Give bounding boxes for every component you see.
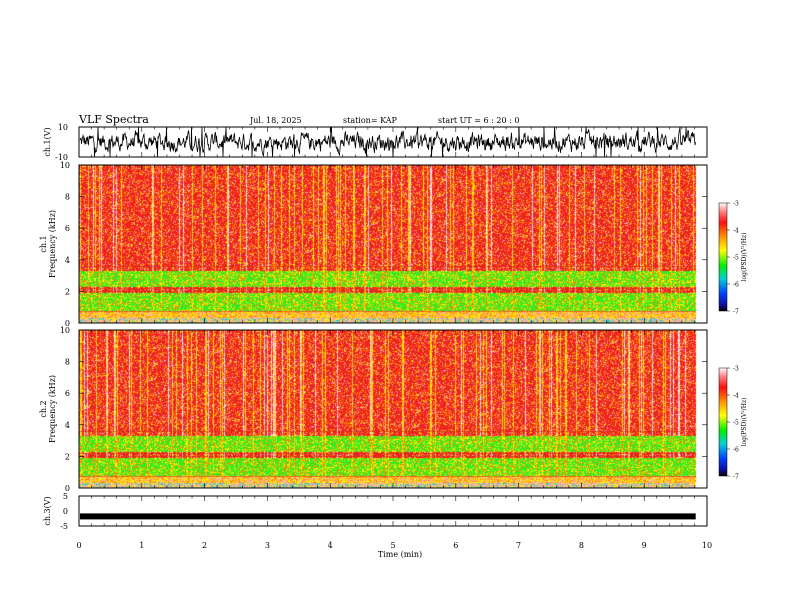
figure-title: VLF Spectra — [78, 113, 149, 126]
time-axis-label: Time (min) — [378, 550, 422, 559]
ch2-spectrogram-image — [79, 330, 707, 488]
ch2-colorbar-ticks: -3 -4 -5 -6 -7 — [727, 366, 739, 481]
frequency-tick-label: 2 — [65, 452, 70, 461]
frequency-tick-label: 0 — [65, 484, 70, 493]
frequency-tick-label: 8 — [65, 193, 70, 202]
ch3-waveform-band — [80, 513, 696, 520]
frequency-tick-label: 6 — [65, 389, 70, 398]
frequency-tick-label: 10 — [60, 326, 70, 335]
time-tick-label: 6 — [453, 541, 458, 550]
colorbar-tick-label: -4 — [733, 228, 739, 235]
frequency-tick-label: 4 — [65, 256, 70, 265]
frequency-tick-label: 2 — [65, 287, 70, 296]
ch1-waveform-ticks — [78, 127, 708, 157]
ch1-ytick-bottom: -10 — [55, 153, 68, 162]
colorbar-tick-label: -6 — [733, 282, 739, 289]
ch1-colorbar-ticks: -3 -4 -5 -6 -7 — [727, 201, 739, 316]
frequency-tick-label: 10 — [60, 161, 70, 170]
ch1-colorbar-scale — [718, 202, 728, 312]
ch2-spectrogram-ytick-labels: 0 2 4 6 8 10 — [60, 326, 70, 493]
time-tick-label: 9 — [642, 541, 647, 550]
ch2-colorbar-scale — [718, 367, 728, 477]
time-tick-label: 5 — [390, 541, 395, 550]
ch1-spectrogram-ylabel-line1: ch.1 — [39, 235, 48, 252]
ch3-ytick-middle: 0 — [63, 507, 68, 516]
frequency-tick-label: 4 — [65, 421, 70, 430]
ch1-ylabel: ch.1(V) — [43, 127, 52, 156]
ch3-waveform-ticks — [78, 496, 708, 526]
colorbar-tick-label: -4 — [733, 393, 739, 400]
ch3-ytick-top: 5 — [63, 492, 68, 501]
ch1-spectrogram-ticks — [78, 164, 708, 324]
ch2-colorbar-label: log(PSD)(V²/Hz) — [741, 398, 748, 447]
frequency-tick-label: 6 — [65, 224, 70, 233]
ch1-spectrogram-image — [79, 165, 707, 323]
time-tick-label: 0 — [76, 541, 81, 550]
ch1-spectrogram-ylabel-line2: Frequency (kHz) — [48, 210, 57, 278]
ch2-spectrogram-ylabel-line1: ch.2 — [39, 400, 48, 417]
colorbar-tick-label: -6 — [733, 447, 739, 454]
time-tick-label: 4 — [328, 541, 333, 550]
ch2-spectrogram-ticks — [78, 329, 708, 489]
frequency-tick-label: 8 — [65, 358, 70, 367]
ch3-ytick-bottom: -5 — [60, 522, 68, 531]
ch1-waveform-line — [79, 126, 696, 158]
ch1-spectrogram-ytick-labels: 0 2 4 6 8 10 — [60, 161, 70, 328]
time-tick-label: 7 — [516, 541, 521, 550]
time-tick-label: 2 — [202, 541, 207, 550]
ch1-spectrogram-panel: 0 2 4 6 8 10 ch.1 Frequency (kHz) — [39, 161, 708, 328]
colorbar-tick-label: -5 — [733, 420, 739, 427]
colorbar-tick-label: -3 — [733, 366, 739, 373]
ch1-colorbar-label: log(PSD)(V²/Hz) — [741, 233, 748, 282]
ch1-ytick-top: 10 — [58, 123, 68, 132]
ch2-spectrogram-panel: 0 2 4 6 8 10 ch.2 Frequency (kHz) — [39, 326, 708, 493]
ch2-spectrogram-ylabel-line2: Frequency (kHz) — [48, 375, 57, 443]
time-tick-label: 3 — [265, 541, 270, 550]
colorbar-tick-label: -7 — [733, 309, 739, 316]
time-tick-label: 8 — [579, 541, 584, 550]
colorbar-tick-label: -3 — [733, 201, 739, 208]
time-tick-label: 10 — [702, 541, 712, 550]
frequency-tick-label: 0 — [65, 319, 70, 328]
ch3-waveform-panel: 5 0 -5 ch.3(V) 0 1 2 3 4 5 6 7 8 9 10 Time (min) — [43, 492, 712, 559]
ch1-waveform-panel: 10 -10 ch.1(V) — [43, 123, 708, 162]
time-axis-tick-labels: 0 1 2 3 4 5 6 7 8 9 10 — [76, 541, 712, 550]
date-label: Jul. 18, 2025 — [249, 116, 302, 125]
ch1-colorbar: -3 -4 -5 -6 -7 log(PSD)(V²/Hz) — [718, 201, 748, 316]
time-tick-label: 1 — [139, 541, 144, 550]
colorbar-tick-label: -5 — [733, 255, 739, 262]
colorbar-tick-label: -7 — [733, 474, 739, 481]
start-time-label: start UT = 6 : 20 : 0 — [438, 116, 519, 125]
station-label: station= KAP — [343, 116, 398, 125]
ch3-ylabel: ch.3(V) — [43, 496, 52, 525]
ch2-colorbar: -3 -4 -5 -6 -7 log(PSD)(V²/Hz) — [718, 366, 748, 481]
